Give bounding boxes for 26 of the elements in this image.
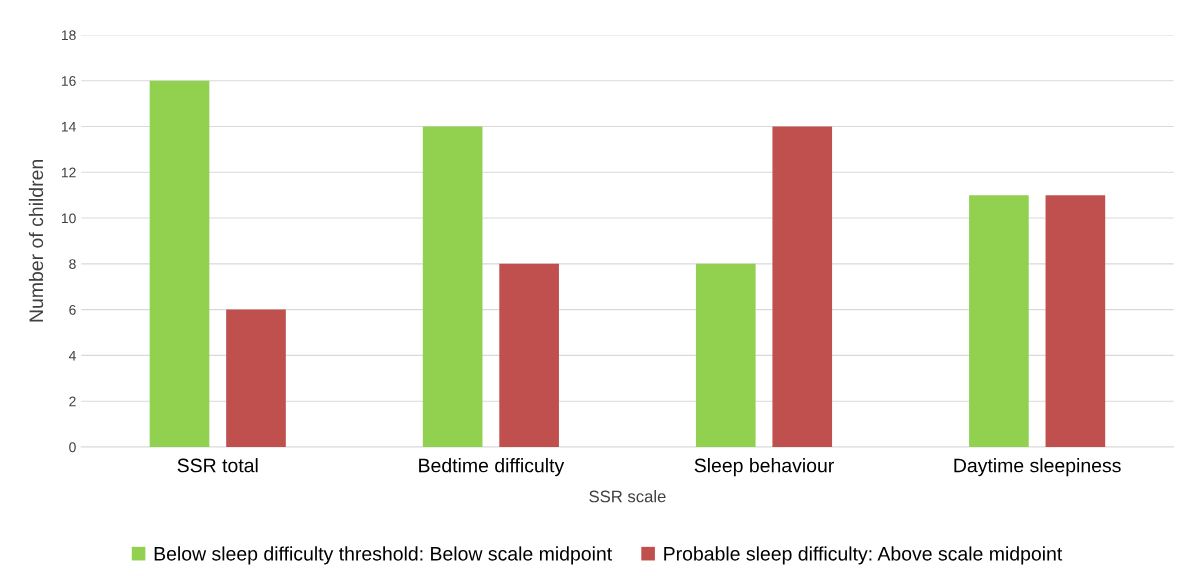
y-tick-label: 10	[61, 213, 76, 224]
legend-label: Below sleep difficulty threshold: Below scale midpoint	[154, 546, 612, 565]
y-tick-label: 0	[69, 442, 76, 453]
y-tick-label: 14	[61, 121, 76, 132]
bar	[695, 263, 756, 447]
x-axis-title: SSR scale	[589, 490, 666, 503]
bar	[149, 80, 210, 447]
x-tick-label: Daytime sleepiness	[954, 458, 1121, 477]
y-tick-label: 16	[61, 76, 76, 86]
y-tick-label: 4	[68, 350, 76, 361]
bar	[1045, 195, 1106, 447]
bar	[772, 126, 833, 447]
y-tick-label: 8	[69, 259, 76, 270]
bar	[422, 126, 483, 447]
bar	[226, 309, 286, 447]
bar	[499, 263, 559, 447]
legend-label: Probable sleep difficulty: Above scale midpoint	[664, 546, 1063, 565]
y-tick-label: 6	[69, 304, 76, 315]
y-tick-label: 12	[61, 167, 76, 178]
bar	[969, 195, 1029, 447]
y-axis-title: Number of children	[28, 160, 44, 322]
x-tick-label: Sleep behaviour	[694, 458, 834, 477]
y-tick-label: 18	[61, 30, 76, 41]
x-tick-label: SSR total	[177, 458, 258, 473]
x-tick-label: Bedtime difficulty	[419, 458, 565, 477]
y-tick-label: 2	[69, 396, 76, 407]
